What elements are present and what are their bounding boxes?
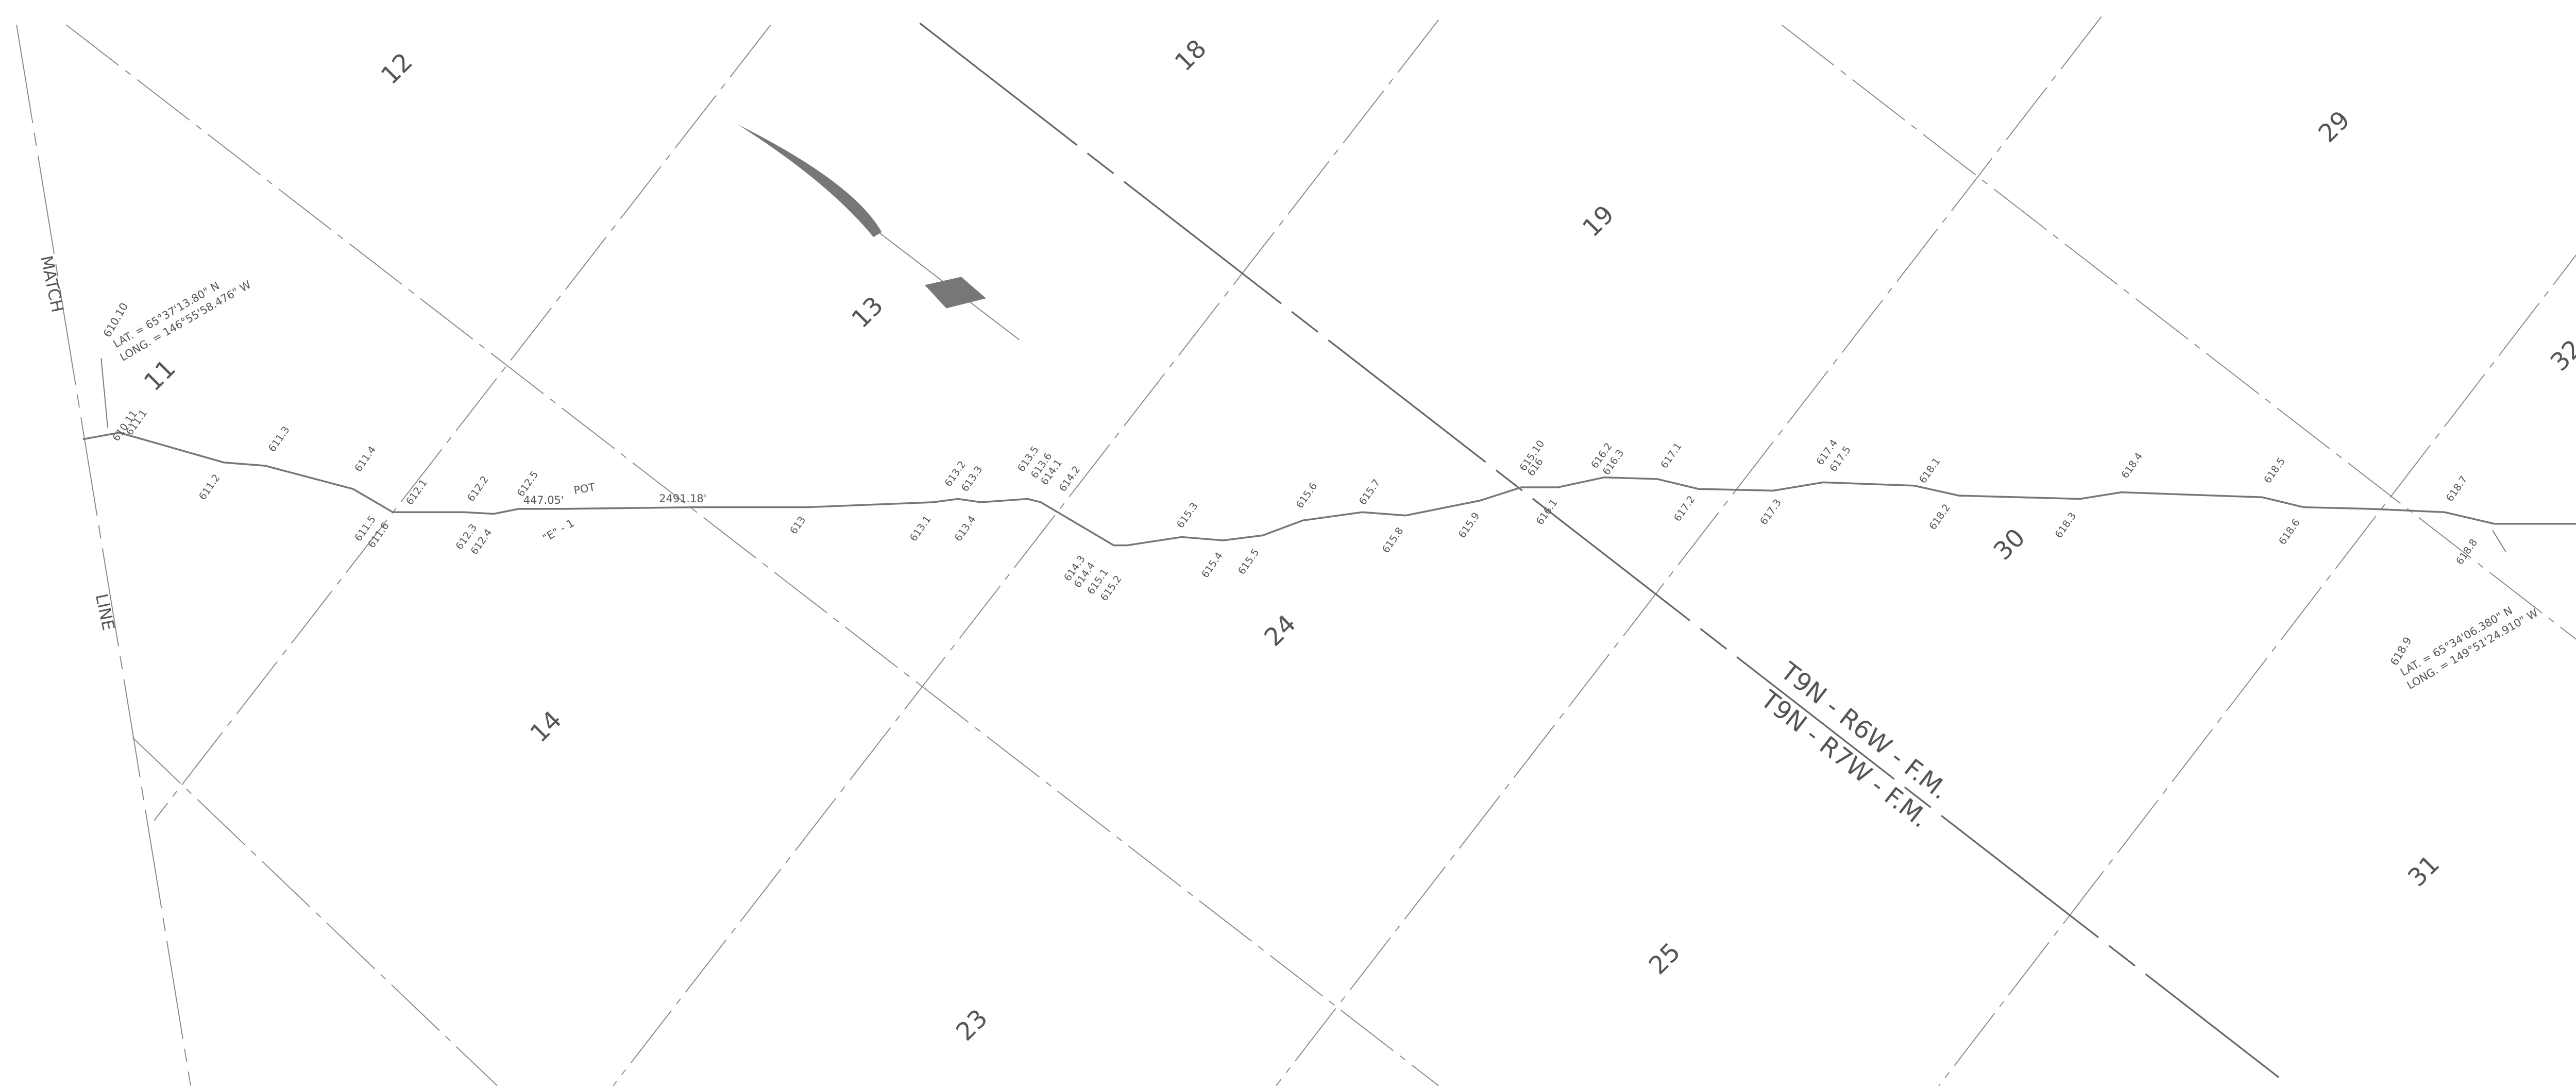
feature-shape xyxy=(737,124,882,237)
section-line xyxy=(1781,24,2576,640)
point-label: "E" - 1 xyxy=(540,517,577,544)
station-label: 615.9 xyxy=(1456,510,1482,540)
station-label: 612.1 xyxy=(403,477,430,507)
station-label: 618.6 xyxy=(2276,517,2302,547)
section-number: 29 xyxy=(2313,106,2355,148)
station-label: 612.2 xyxy=(465,473,491,503)
station-label: 618.3 xyxy=(2053,510,2079,540)
station-label: 613.1 xyxy=(907,514,934,543)
station-label: 615.6 xyxy=(1294,480,1320,510)
station-label: 617.1 xyxy=(1658,440,1684,470)
section-number: 19 xyxy=(1577,200,1620,243)
section-line xyxy=(613,20,1439,1086)
section-number: 18 xyxy=(1170,34,1212,77)
station-label: 611.2 xyxy=(196,472,223,502)
callout-long: LONG. = 146°55'58.476" W xyxy=(118,278,253,364)
station-label: 615.7 xyxy=(1357,477,1383,507)
section-line xyxy=(1276,16,2102,1086)
station-label: 618.4 xyxy=(2119,450,2145,480)
section-number: 13 xyxy=(846,291,889,334)
station-label: 611.4 xyxy=(352,444,379,474)
callout-leader xyxy=(2492,530,2506,552)
station-label: 618.2 xyxy=(1927,502,1953,532)
section-number: 31 xyxy=(2402,849,2445,892)
station-label: 618.5 xyxy=(2261,455,2287,485)
station-label: 613.4 xyxy=(952,514,978,543)
section-number: 30 xyxy=(1988,523,2031,566)
station-label: 616.1 xyxy=(1534,497,1560,527)
station-label: 617.2 xyxy=(1671,494,1698,523)
section-line xyxy=(154,24,771,821)
alignment xyxy=(82,431,2576,547)
point-label: POT xyxy=(573,481,597,497)
callout-leader xyxy=(100,358,109,428)
section-line xyxy=(132,737,498,1086)
station-label: 617.3 xyxy=(1757,497,1784,527)
match-line-label: MATCH xyxy=(37,254,67,314)
match-line-left xyxy=(16,25,191,1086)
section-line xyxy=(1938,254,2576,1086)
section-line xyxy=(66,24,1439,1086)
station-label: 615.4 xyxy=(1199,550,1225,580)
match-line-label: LINE xyxy=(92,592,118,632)
station-label: 615.8 xyxy=(1380,525,1406,555)
township-line xyxy=(919,22,2280,1078)
station-label: 615.5 xyxy=(1235,547,1262,576)
station-label: 613 xyxy=(787,514,808,536)
section-number: 12 xyxy=(376,47,418,90)
section-number: 32 xyxy=(2545,334,2576,377)
station-label: 618.8 xyxy=(2454,537,2480,567)
callout-long: LONG. = 149°51'24.910" W xyxy=(2405,606,2540,692)
dimension: 447.05' xyxy=(523,494,564,506)
section-number: 25 xyxy=(1643,938,1686,980)
station-label: 618.7 xyxy=(2444,473,2470,503)
section-number: 24 xyxy=(1259,609,1301,652)
station-label: 618.1 xyxy=(1917,455,1943,485)
station-label: 615.3 xyxy=(1174,500,1200,530)
section-number: 14 xyxy=(524,705,567,748)
section-number: 11 xyxy=(139,354,181,397)
section-number: 23 xyxy=(951,1004,993,1047)
section-lines xyxy=(16,16,2576,1086)
feature-shape xyxy=(924,277,987,309)
dimension: 2491.18' xyxy=(659,492,706,505)
station-label: 611.3 xyxy=(266,424,292,454)
